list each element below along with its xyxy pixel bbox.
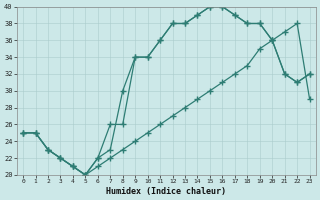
X-axis label: Humidex (Indice chaleur): Humidex (Indice chaleur) [106, 187, 226, 196]
